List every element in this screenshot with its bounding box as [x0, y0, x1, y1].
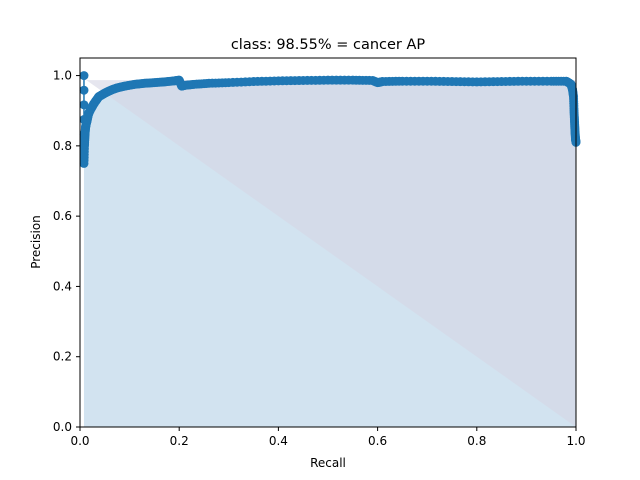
- x-tick-label: 0.0: [70, 434, 89, 448]
- y-tick-label: 0.0: [53, 420, 72, 434]
- data-point: [79, 71, 89, 81]
- y-tick-label: 0.4: [53, 279, 72, 293]
- data-point: [319, 75, 329, 85]
- data-point: [468, 77, 478, 87]
- plot-frame: [79, 57, 577, 428]
- data-point: [418, 76, 428, 86]
- x-tick-label: 0.6: [368, 434, 387, 448]
- x-axis: 0.0 0.2 0.4 0.6 0.8 1.0: [70, 427, 586, 448]
- y-axis: 0.0 0.2 0.4 0.6 0.8 1.0: [53, 69, 80, 434]
- data-point: [220, 78, 230, 88]
- data-point: [517, 76, 527, 86]
- y-tick-label: 0.8: [53, 139, 72, 153]
- data-point: [443, 76, 453, 86]
- x-tick-label: 1.0: [566, 434, 585, 448]
- data-point: [542, 76, 552, 86]
- x-tick-label: 0.2: [170, 434, 189, 448]
- chart-title: class: 98.55% = cancer AP: [231, 37, 426, 53]
- data-point: [394, 76, 404, 86]
- data-point: [244, 77, 254, 87]
- data-point: [79, 85, 89, 95]
- y-tick-label: 0.6: [53, 209, 72, 223]
- y-tick-label: 1.0: [53, 69, 72, 83]
- data-point: [294, 76, 304, 86]
- data-point: [269, 76, 279, 86]
- data-point: [492, 77, 502, 87]
- plot-area: [79, 71, 581, 428]
- x-tick-label: 0.8: [467, 434, 486, 448]
- y-tick-label: 0.2: [53, 350, 72, 364]
- data-point: [344, 75, 354, 85]
- data-point: [79, 100, 89, 110]
- interpolated-precision-area: [80, 75, 576, 428]
- y-axis-label: Precision: [29, 215, 43, 269]
- x-tick-label: 0.4: [269, 434, 288, 448]
- x-axis-label: Recall: [310, 456, 346, 470]
